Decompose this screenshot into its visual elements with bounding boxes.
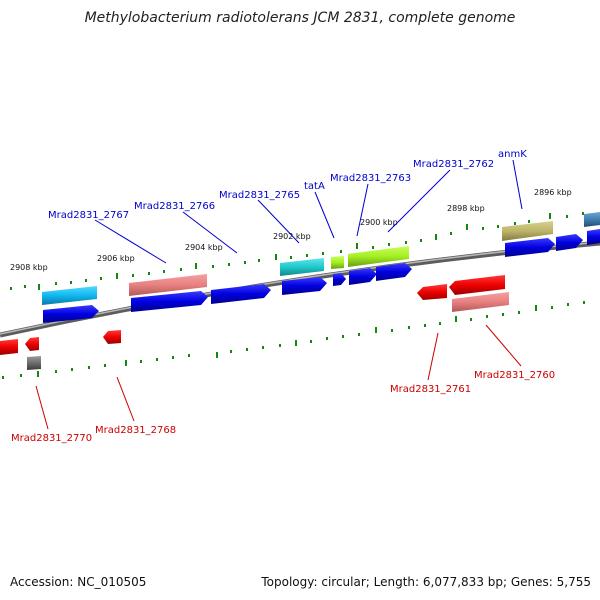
tick-label-2896: 2896 kbp	[534, 188, 572, 197]
reverse-feature-bar-salmon[interactable]	[452, 292, 509, 312]
gene-label-mrad2831-2760[interactable]: Mrad2831_2760	[474, 370, 555, 381]
top-leader-lines	[94, 159, 523, 264]
forward-gene-arrow[interactable]	[43, 305, 99, 323]
gene-label-mrad2831-2766[interactable]: Mrad2831_2766	[134, 201, 215, 212]
forward-gene-arrow[interactable]	[376, 263, 412, 281]
upper-tick-track	[10, 212, 584, 290]
forward-gene-arrow[interactable]	[556, 234, 583, 251]
forward-gene-arrow[interactable]	[505, 238, 555, 257]
tick-label-2908: 2908 kbp	[10, 263, 48, 272]
reverse-gene-arrows	[0, 275, 509, 370]
gene-label-tata[interactable]: tatA	[304, 181, 325, 192]
forward-gene-arrow[interactable]	[131, 291, 208, 312]
gene-label-mrad2831-2770[interactable]: Mrad2831_2770	[11, 433, 92, 444]
genome-summary: Topology: circular; Length: 6,077,833 bp…	[261, 575, 591, 589]
gene-label-anmk[interactable]: anmK	[498, 149, 527, 160]
gene-label-mrad2831-2763[interactable]: Mrad2831_2763	[330, 173, 411, 184]
gene-label-mrad2831-2765[interactable]: Mrad2831_2765	[219, 190, 300, 201]
tick-label-2902: 2902 kbp	[273, 232, 311, 241]
feature-bar-olive[interactable]	[502, 221, 553, 241]
reverse-gene-arrow[interactable]	[0, 339, 18, 355]
gene-label-mrad2831-2762[interactable]: Mrad2831_2762	[413, 159, 494, 170]
tick-label-2900: 2900 kbp	[360, 218, 398, 227]
reverse-gene-arrow[interactable]	[103, 330, 121, 344]
accession-label: Accession: NC_010505	[10, 575, 147, 589]
forward-gene-arrows	[43, 229, 600, 323]
feature-bar-cyan[interactable]	[42, 286, 97, 305]
forward-gene-arrow[interactable]	[587, 229, 600, 245]
tick-label-2898: 2898 kbp	[447, 204, 485, 213]
tick-label-2904: 2904 kbp	[185, 243, 223, 252]
gene-label-mrad2831-2767[interactable]: Mrad2831_2767	[48, 210, 129, 221]
feature-bar-lime[interactable]	[348, 246, 409, 267]
forward-gene-arrow[interactable]	[349, 268, 377, 285]
forward-gene-arrow[interactable]	[211, 284, 271, 304]
genome-title: Methylobacterium radiotolerans JCM 2831,…	[84, 10, 516, 26]
bottom-leader-lines	[35, 324, 522, 430]
gene-label-mrad2831-2761[interactable]: Mrad2831_2761	[390, 384, 471, 395]
forward-gene-arrow[interactable]	[282, 277, 327, 295]
reverse-gene-arrow[interactable]	[25, 337, 39, 351]
feature-bar-lime-small[interactable]	[331, 256, 344, 269]
reverse-gene-arrow[interactable]	[449, 275, 505, 295]
tick-label-2906: 2906 kbp	[97, 254, 135, 263]
reverse-feature-bar-gray[interactable]	[27, 356, 41, 370]
forward-gene-arrow[interactable]	[333, 273, 346, 286]
forward-feature-bars	[42, 212, 600, 305]
feature-bar-salmon[interactable]	[129, 274, 207, 296]
feature-bar-steel[interactable]	[584, 212, 600, 227]
feature-bar-teal[interactable]	[280, 258, 324, 276]
reverse-gene-arrow[interactable]	[417, 284, 447, 300]
lower-tick-track	[2, 301, 585, 379]
gene-label-mrad2831-2768[interactable]: Mrad2831_2768	[95, 425, 176, 436]
